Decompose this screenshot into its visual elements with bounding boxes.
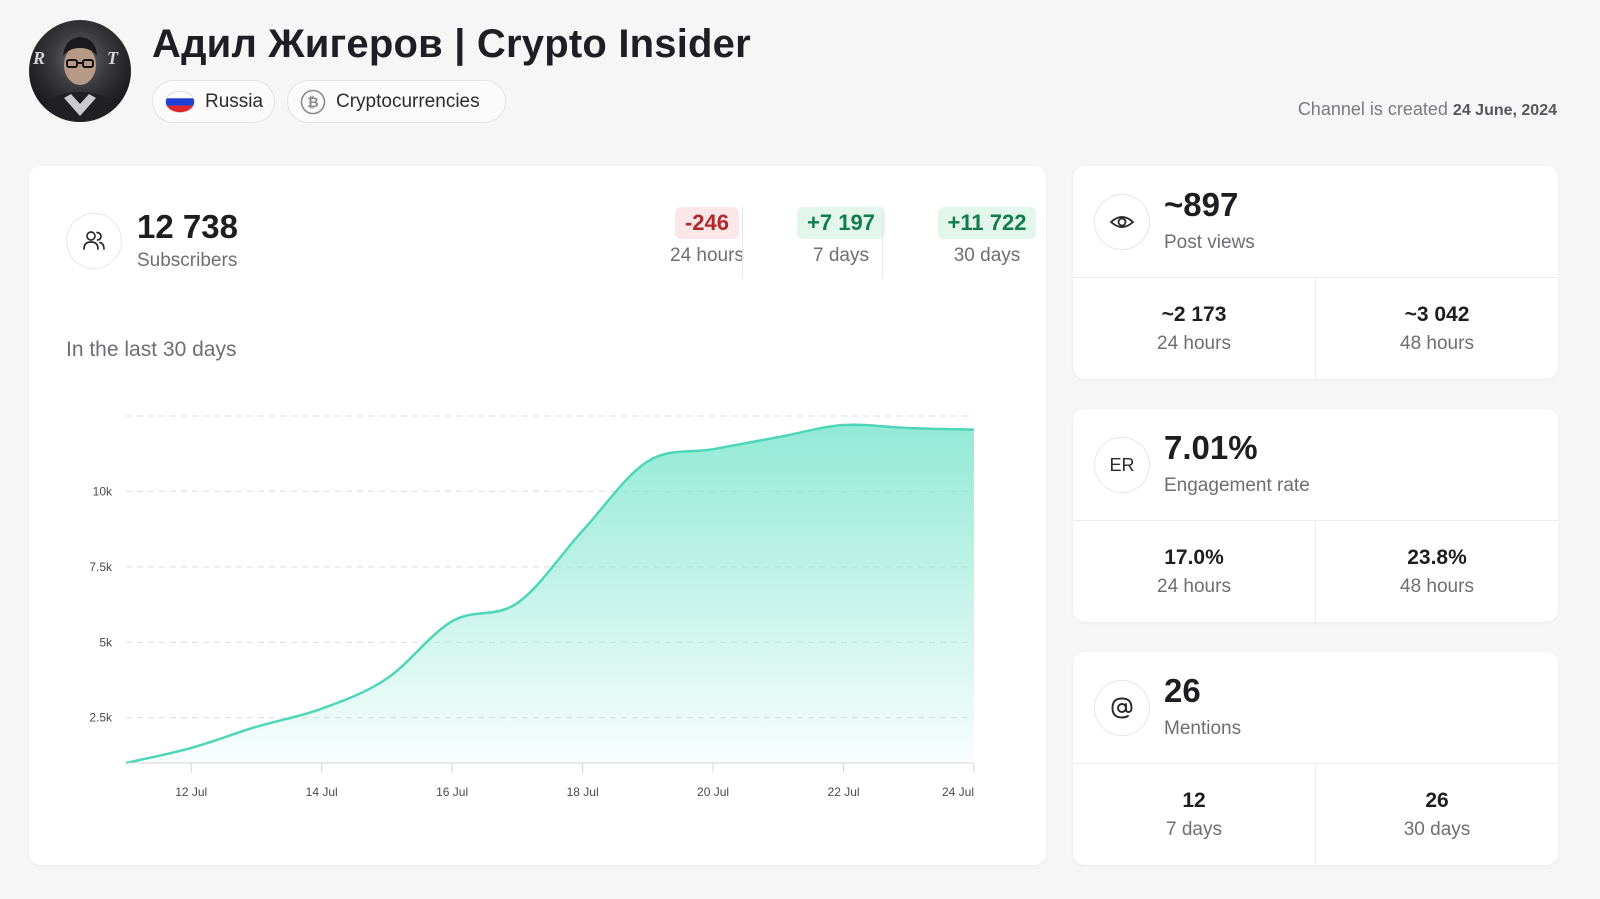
chart-data-point <box>123 760 129 766</box>
post-views-48h-value: ~3 042 <box>1404 303 1470 326</box>
post-views-card: ~897 Post views ~2 173 24 hours ~3 042 4… <box>1073 166 1558 379</box>
chart-area-fill <box>126 424 974 763</box>
mentions-card: 26 Mentions 12 7 days 26 30 days <box>1073 652 1558 865</box>
delta-30d-value: +11 722 <box>937 207 1037 239</box>
delta-divider <box>882 206 883 278</box>
delta-30d-label: 30 days <box>953 245 1021 266</box>
chart-data-point <box>580 528 586 534</box>
chart-x-tick-label: 16 Jul <box>436 785 468 799</box>
chart-data-point <box>319 706 325 712</box>
engagement-value: 7.01% <box>1164 429 1258 466</box>
mentions-7d-label: 7 days <box>1166 819 1222 840</box>
chart-series-line <box>125 423 975 765</box>
subscribers-card: 12 738 Subscribers -246 24 hours +7 197 … <box>29 166 1046 865</box>
channel-avatar: R T <box>29 20 131 122</box>
er-icon-text: ER <box>1109 454 1135 475</box>
chart-data-point <box>645 458 651 464</box>
post-views-24h-label: 24 hours <box>1157 333 1231 354</box>
chart-data-point <box>710 446 716 452</box>
chart-data-point <box>514 600 520 606</box>
channel-title: Адил Жигеров | Crypto Insider <box>152 22 751 66</box>
post-views-24h-value: ~2 173 <box>1161 303 1227 326</box>
mentions-label: Mentions <box>1164 718 1242 739</box>
chart-y-tick-label: 10k <box>93 484 113 498</box>
engagement-24h-label: 24 hours <box>1157 576 1231 597</box>
chart-data-point <box>775 434 781 440</box>
category-label: Cryptocurrencies <box>336 90 480 112</box>
engagement-48h-value: 23.8% <box>1407 546 1467 569</box>
mentions-30d-label: 30 days <box>1403 819 1471 840</box>
subscribers-count: 12 738 <box>137 208 238 245</box>
chart-x-tick-label: 22 Jul <box>828 785 860 799</box>
svg-text:T: T <box>107 48 119 68</box>
chart-data-point <box>841 422 847 428</box>
svg-text:R: R <box>32 48 45 68</box>
post-views-24h: ~2 173 24 hours <box>1073 278 1315 379</box>
delta-24h: -246 24 hours <box>637 204 777 276</box>
delta-7d-label: 7 days <box>813 245 869 266</box>
russia-flag-icon <box>165 90 195 113</box>
engagement-48h: 23.8% 48 hours <box>1315 521 1558 622</box>
delta-24h-value: -246 <box>674 207 740 239</box>
delta-30d: +11 722 30 days <box>917 204 1057 276</box>
bitcoin-icon: ₿ <box>300 89 326 115</box>
chart-x-tick-label: 14 Jul <box>306 785 338 799</box>
chart-data-point <box>906 425 912 431</box>
mentions-7d-value: 12 <box>1182 789 1206 812</box>
at-sign-icon <box>1094 680 1150 736</box>
chart-caption: In the last 30 days <box>66 338 237 361</box>
chart-y-tick-label: 2.5k <box>89 711 113 725</box>
country-chip[interactable]: Russia <box>152 80 275 123</box>
engagement-24h: 17.0% 24 hours <box>1073 521 1315 622</box>
engagement-48h-label: 48 hours <box>1400 576 1474 597</box>
country-label: Russia <box>205 90 264 112</box>
chart-data-point <box>971 427 977 433</box>
chart-data-point <box>253 724 259 730</box>
mentions-30d-value: 26 <box>1425 789 1449 812</box>
created-prefix: Channel is created <box>1297 99 1448 119</box>
post-views-48h: ~3 042 48 hours <box>1315 278 1558 379</box>
created-date: 24 June, 2024 <box>1452 102 1557 119</box>
svg-text:₿: ₿ <box>307 95 318 111</box>
mentions-value: 26 <box>1164 672 1201 709</box>
chart-x-tick-label: 18 Jul <box>567 785 599 799</box>
channel-created: Channel is created 24 June, 2024 <box>1298 99 1557 120</box>
category-chip[interactable]: ₿ Cryptocurrencies <box>287 80 506 123</box>
post-views-label: Post views <box>1164 232 1255 253</box>
delta-7d-value: +7 197 <box>797 207 885 239</box>
post-views-48h-label: 48 hours <box>1400 333 1474 354</box>
chart-x-tick-label: 12 Jul <box>175 785 207 799</box>
engagement-label: Engagement rate <box>1164 475 1310 496</box>
chart-data-point <box>449 618 455 624</box>
subscribers-chart[interactable]: 2.5k 5k 7.5k 10k 12 Jul 14 Jul 16 Jul 18 Jul 20… <box>29 166 1046 865</box>
delta-24h-label: 24 hours <box>670 245 744 266</box>
chart-y-tick-label: 7.5k <box>89 560 113 574</box>
mentions-30d: 26 30 days <box>1315 764 1558 865</box>
chart-data-point <box>384 676 390 682</box>
delta-7d: +7 197 7 days <box>771 204 911 276</box>
engagement-card: ER 7.01% Engagement rate 17.0% 24 hours … <box>1073 409 1558 622</box>
chart-y-tick-label: 5k <box>99 635 113 649</box>
mentions-7d: 12 7 days <box>1073 764 1315 865</box>
post-views-value: ~897 <box>1164 186 1239 223</box>
engagement-24h-value: 17.0% <box>1164 546 1224 569</box>
subscribers-label: Subscribers <box>137 250 238 271</box>
chart-x-tick-label: 24 Jul <box>942 785 974 799</box>
chart-x-tick-label: 20 Jul <box>697 785 729 799</box>
eye-icon <box>1094 194 1150 250</box>
er-icon: ER <box>1094 437 1150 493</box>
delta-divider <box>742 206 743 278</box>
chart-data-point <box>188 745 194 751</box>
users-icon <box>66 213 122 269</box>
